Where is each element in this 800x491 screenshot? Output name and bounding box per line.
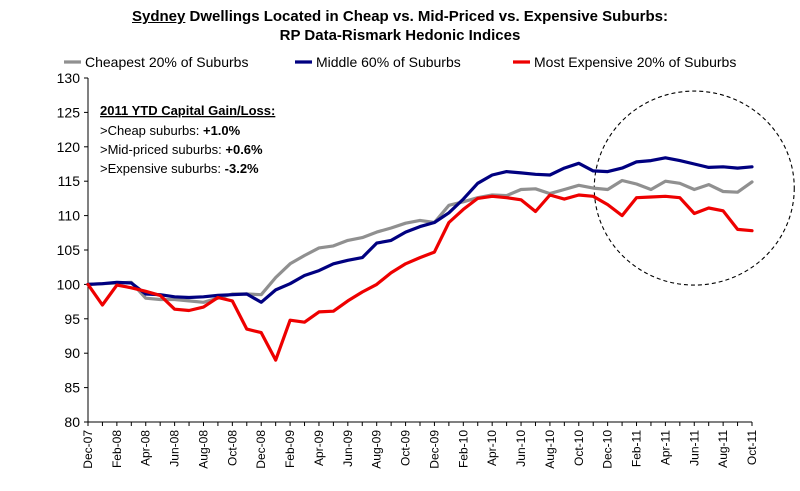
chart-title-rest: Dwellings Located in Cheap vs. Mid-Price…: [185, 8, 668, 25]
legend-label-cheapest: Cheapest 20% of Suburbs: [85, 54, 248, 70]
axes: 80 85 90 95 100 105 110 115 120 125 130 Dec-07 Feb-0…: [57, 70, 759, 469]
y-tick-label: 115: [58, 173, 81, 189]
y-tick-label: 125: [57, 104, 81, 120]
x-tick-label: Oct-10: [572, 430, 586, 466]
annotation-value-expensive: -3.2%: [225, 161, 259, 176]
x-tick-label: Feb-11: [630, 430, 644, 467]
series-line-cheapest: [86, 178, 754, 304]
x-tick-label: Jun-08: [168, 430, 182, 467]
y-tick-label: 110: [58, 208, 81, 224]
y-tick-label: 100: [57, 276, 81, 292]
x-tick-label: Apr-11: [658, 430, 672, 465]
annotation-line-cheap: >Cheap suburbs: +1.0%: [100, 123, 241, 138]
x-tick-label: Feb-10: [456, 430, 470, 468]
series-line-expensive: [86, 193, 754, 362]
legend-label-middle: Middle 60% of Suburbs: [316, 54, 461, 70]
x-tick-label: Aug-08: [196, 430, 210, 469]
x-tick-label: Dec-09: [427, 430, 441, 469]
annotation-box: 2011 YTD Capital Gain/Loss: >Cheap subur…: [100, 103, 275, 176]
x-tick-label: Feb-09: [283, 430, 297, 468]
y-tick-label: 130: [57, 70, 81, 86]
annotation-label-mid: >Mid-priced suburbs:: [100, 142, 225, 157]
annotation-heading: 2011 YTD Capital Gain/Loss:: [100, 103, 275, 118]
y-tick-label: 85: [64, 380, 80, 396]
x-tick-label: Oct-09: [399, 430, 413, 466]
x-tick-label: Apr-08: [139, 430, 153, 466]
x-tick-label: Aug-09: [370, 430, 384, 469]
x-tick-label: Apr-10: [485, 430, 499, 466]
chart-title-line-2: RP Data-Rismark Hedonic Indices: [279, 27, 521, 44]
annotation-value-cheap: +1.0%: [203, 123, 241, 138]
x-tick-label: Apr-09: [312, 430, 326, 466]
annotation-label-expensive: >Expensive suburbs:: [100, 161, 225, 176]
x-tick-label: Aug-11: [716, 430, 730, 468]
series-layer: [86, 156, 754, 362]
x-tick-label: Oct-08: [225, 430, 239, 466]
annotation-line-mid: >Mid-priced suburbs: +0.6%: [100, 142, 263, 157]
x-tick-label: Aug-10: [543, 430, 557, 469]
y-tick-label: 90: [64, 345, 80, 361]
chart-title-city: Sydney: [132, 8, 186, 25]
y-tick-label: 120: [57, 139, 81, 155]
x-tick-label: Jun-11: [687, 430, 701, 466]
legend: Cheapest 20% of Suburbs Middle 60% of Sub…: [64, 54, 736, 70]
x-tick-label: Feb-08: [110, 430, 124, 468]
chart-title-line-1: Sydney Dwellings Located in Cheap vs. Mi…: [0, 8, 800, 25]
series-line-middle: [86, 156, 754, 304]
annotation-label-cheap: >Cheap suburbs:: [100, 123, 203, 138]
y-tick-label: 80: [64, 414, 80, 430]
x-tick-label: Oct-11: [745, 430, 759, 465]
x-tick-label: Jun-09: [341, 430, 355, 467]
annotation-value-mid: +0.6%: [225, 142, 263, 157]
legend-label-expensive: Most Expensive 20% of Suburbs: [534, 54, 736, 70]
x-tick-label: Dec-07: [81, 430, 95, 469]
y-tick-label: 95: [64, 311, 80, 327]
y-tick-label: 105: [57, 242, 81, 258]
x-tick-label: Dec-10: [601, 430, 615, 469]
x-tick-label: Dec-08: [254, 430, 268, 469]
annotation-line-expensive: >Expensive suburbs: -3.2%: [100, 161, 259, 176]
x-tick-label: Jun-10: [514, 430, 528, 467]
